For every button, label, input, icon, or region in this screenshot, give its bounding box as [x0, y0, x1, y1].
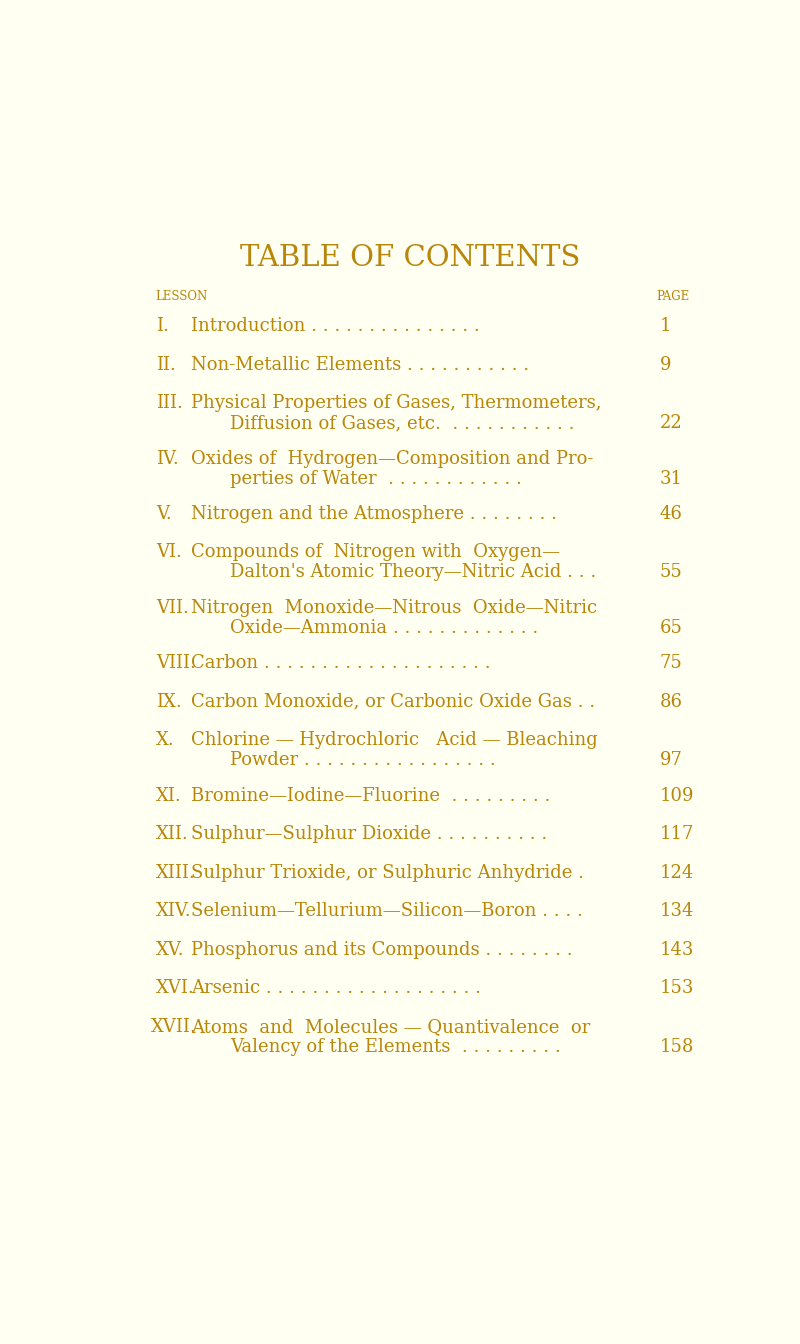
- Text: 31: 31: [659, 469, 682, 488]
- Text: IX.: IX.: [156, 692, 182, 711]
- Text: Compounds of  Nitrogen with  Oxygen—: Compounds of Nitrogen with Oxygen—: [191, 543, 561, 562]
- Text: Phosphorus and its Compounds . . . . . . . .: Phosphorus and its Compounds . . . . . .…: [191, 941, 573, 958]
- Text: VIII.: VIII.: [156, 655, 196, 672]
- Text: XIII.: XIII.: [156, 864, 195, 882]
- Text: XII.: XII.: [156, 825, 189, 843]
- Text: Oxide—Ammonia . . . . . . . . . . . . .: Oxide—Ammonia . . . . . . . . . . . . .: [230, 618, 538, 637]
- Text: 22: 22: [659, 414, 682, 431]
- Text: 134: 134: [659, 902, 694, 921]
- Text: LESSON: LESSON: [156, 290, 208, 304]
- Text: II.: II.: [156, 356, 176, 374]
- Text: 75: 75: [659, 655, 682, 672]
- Text: 55: 55: [659, 563, 682, 582]
- Text: Powder . . . . . . . . . . . . . . . . .: Powder . . . . . . . . . . . . . . . . .: [230, 751, 496, 769]
- Text: PAGE: PAGE: [657, 290, 690, 304]
- Text: Selenium—Tellurium—Silicon—Boron . . . .: Selenium—Tellurium—Silicon—Boron . . . .: [191, 902, 583, 921]
- Text: 153: 153: [659, 980, 694, 997]
- Text: I.: I.: [156, 317, 169, 335]
- Text: XI.: XI.: [156, 786, 182, 805]
- Text: Valency of the Elements  . . . . . . . . .: Valency of the Elements . . . . . . . . …: [230, 1038, 561, 1056]
- Text: 1: 1: [659, 317, 671, 335]
- Text: Sulphur—Sulphur Dioxide . . . . . . . . . .: Sulphur—Sulphur Dioxide . . . . . . . . …: [191, 825, 548, 843]
- Text: VII.: VII.: [156, 599, 189, 617]
- Text: 9: 9: [659, 356, 671, 374]
- Text: 65: 65: [659, 618, 682, 637]
- Text: XIV.: XIV.: [156, 902, 191, 921]
- Text: V.: V.: [156, 505, 171, 523]
- Text: XVII.: XVII.: [151, 1017, 197, 1036]
- Text: Carbon . . . . . . . . . . . . . . . . . . . .: Carbon . . . . . . . . . . . . . . . . .…: [191, 655, 491, 672]
- Text: 97: 97: [659, 751, 682, 769]
- Text: Non-Metallic Elements . . . . . . . . . . .: Non-Metallic Elements . . . . . . . . . …: [191, 356, 530, 374]
- Text: Chlorine — Hydrochloric   Acid — Bleaching: Chlorine — Hydrochloric Acid — Bleaching: [191, 731, 598, 750]
- Text: perties of Water  . . . . . . . . . . . .: perties of Water . . . . . . . . . . . .: [230, 469, 522, 488]
- Text: Carbon Monoxide, or Carbonic Oxide Gas . .: Carbon Monoxide, or Carbonic Oxide Gas .…: [191, 692, 595, 711]
- Text: X.: X.: [156, 731, 174, 750]
- Text: 143: 143: [659, 941, 694, 958]
- Text: 109: 109: [659, 786, 694, 805]
- Text: Diffusion of Gases, etc.  . . . . . . . . . . .: Diffusion of Gases, etc. . . . . . . . .…: [230, 414, 574, 431]
- Text: 117: 117: [659, 825, 694, 843]
- Text: 158: 158: [659, 1038, 694, 1056]
- Text: Nitrogen and the Atmosphere . . . . . . . .: Nitrogen and the Atmosphere . . . . . . …: [191, 505, 558, 523]
- Text: TABLE OF CONTENTS: TABLE OF CONTENTS: [240, 245, 580, 273]
- Text: VI.: VI.: [156, 543, 182, 562]
- Text: Arsenic . . . . . . . . . . . . . . . . . . .: Arsenic . . . . . . . . . . . . . . . . …: [191, 980, 482, 997]
- Text: 124: 124: [659, 864, 694, 882]
- Text: Sulphur Trioxide, or Sulphuric Anhydride .: Sulphur Trioxide, or Sulphuric Anhydride…: [191, 864, 585, 882]
- Text: Oxides of  Hydrogen—Composition and Pro-: Oxides of Hydrogen—Composition and Pro-: [191, 449, 594, 468]
- Text: Dalton's Atomic Theory—Nitric Acid . . .: Dalton's Atomic Theory—Nitric Acid . . .: [230, 563, 597, 582]
- Text: Bromine—Iodine—Fluorine  . . . . . . . . .: Bromine—Iodine—Fluorine . . . . . . . . …: [191, 786, 551, 805]
- Text: Introduction . . . . . . . . . . . . . . .: Introduction . . . . . . . . . . . . . .…: [191, 317, 480, 335]
- Text: Atoms  and  Molecules — Quantivalence  or: Atoms and Molecules — Quantivalence or: [191, 1017, 590, 1036]
- Text: Physical Properties of Gases, Thermometers,: Physical Properties of Gases, Thermomete…: [191, 394, 602, 413]
- Text: III.: III.: [156, 394, 182, 413]
- Text: 86: 86: [659, 692, 682, 711]
- Text: XVI.: XVI.: [156, 980, 194, 997]
- Text: XV.: XV.: [156, 941, 185, 958]
- Text: IV.: IV.: [156, 449, 178, 468]
- Text: 46: 46: [659, 505, 682, 523]
- Text: Nitrogen  Monoxide—Nitrous  Oxide—Nitric: Nitrogen Monoxide—Nitrous Oxide—Nitric: [191, 599, 598, 617]
